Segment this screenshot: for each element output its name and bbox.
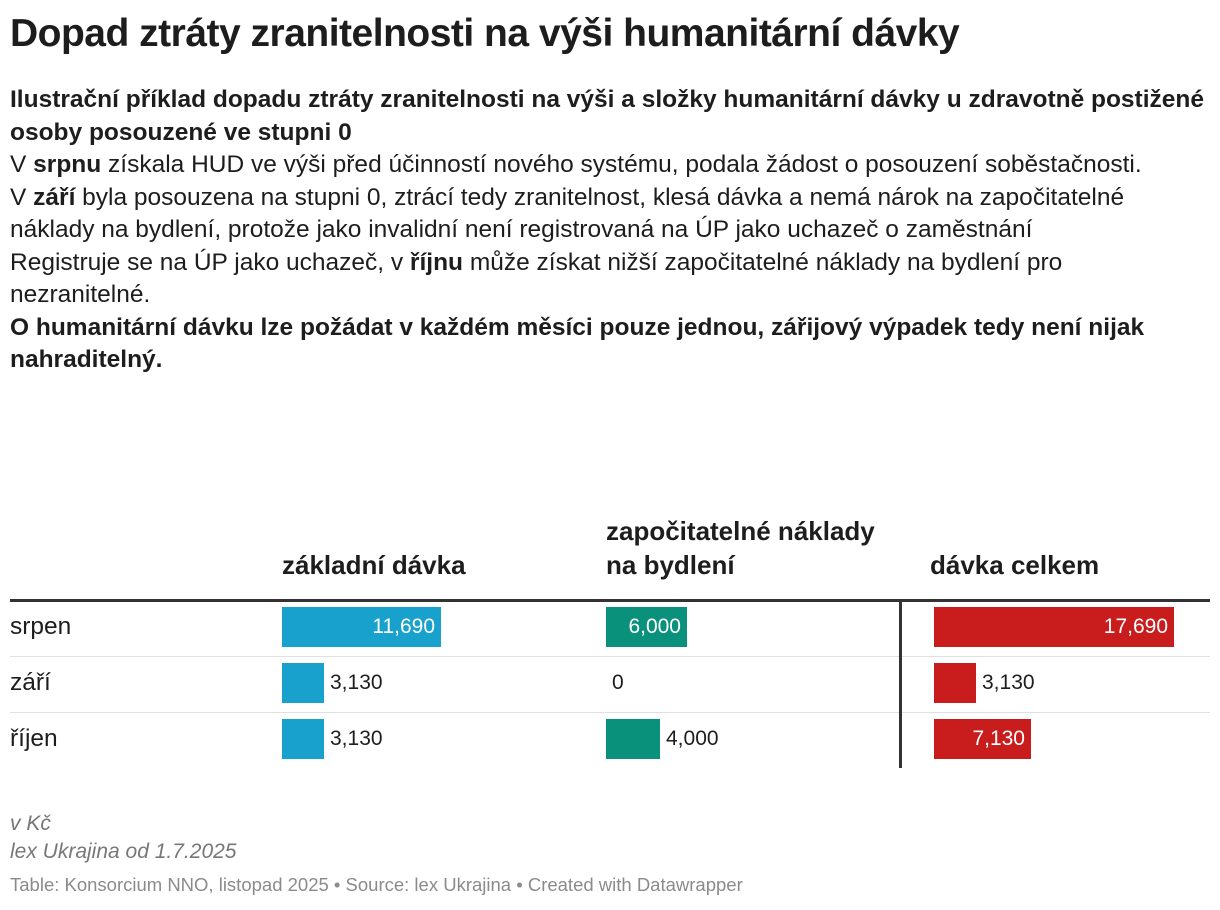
description-text: může získat nižší započitatelné náklady … xyxy=(10,248,1063,309)
row-separator xyxy=(10,656,1210,657)
value-label-davka-celkem: 17,690 xyxy=(1103,615,1168,638)
row-label: září xyxy=(10,669,51,696)
description-bold-text: srpnu xyxy=(33,151,102,178)
column-divider xyxy=(899,602,902,768)
bar-zakladni-davka xyxy=(282,719,324,759)
description-bold-text: O humanitární dávku lze požádat v každém… xyxy=(10,313,1145,374)
value-label-naklady-bydleni: 0 xyxy=(612,671,624,694)
value-label-zakladni-davka: 11,690 xyxy=(372,615,435,638)
value-label-davka-celkem: 7,130 xyxy=(972,727,1025,750)
value-label-zakladni-davka: 3,130 xyxy=(330,671,383,694)
description-bold-text: září xyxy=(33,183,76,211)
row-label: srpen xyxy=(10,613,72,640)
unit-note: v Kč xyxy=(10,812,51,835)
description-text: V xyxy=(10,183,34,211)
validity-note: lex Ukrajina od 1.7.2025 xyxy=(10,840,237,863)
chart-title: Dopad ztráty zranitelnosti na výši human… xyxy=(10,12,960,55)
description-text: Registruje se na ÚP jako uchazeč, v xyxy=(10,248,410,276)
description-paragraph: V srpnu získala HUD ve výši před účinnos… xyxy=(10,149,1205,182)
bar-zakladni-davka xyxy=(282,663,324,703)
description-bold-text: Ilustrační příklad dopadu ztráty zranite… xyxy=(10,86,1204,146)
bar-davka-celkem xyxy=(934,663,976,703)
bar-zakladni-davka xyxy=(282,607,441,647)
bar-naklady-bydleni xyxy=(606,607,687,647)
column-header-naklady-bydleni[interactable]: započitatelné náklady na bydlení xyxy=(606,516,875,580)
value-label-naklady-bydleni: 6,000 xyxy=(628,615,681,638)
bar-davka-celkem xyxy=(934,607,1174,647)
description-text: V xyxy=(10,151,34,178)
description-text: získala HUD ve výši před účinností novéh… xyxy=(101,151,1142,178)
description-paragraph: Registruje se na ÚP jako uchazeč, v říjn… xyxy=(10,247,1205,312)
column-header-zakladni-davka[interactable]: základní dávka xyxy=(282,550,466,580)
description-paragraph: O humanitární dávku lze požádat v každém… xyxy=(10,312,1205,377)
value-label-zakladni-davka: 3,130 xyxy=(330,727,383,750)
description-paragraph: V září byla posouzena na stupni 0, ztrác… xyxy=(10,182,1205,247)
chart-description: Ilustrační příklad dopadu ztráty zranite… xyxy=(10,84,1205,377)
value-label-naklady-bydleni: 4,000 xyxy=(666,727,719,750)
value-label-davka-celkem: 3,130 xyxy=(982,671,1035,694)
description-bold-text: říjnu xyxy=(409,248,464,276)
row-label: říjen xyxy=(10,725,58,752)
column-header-davka-celkem[interactable]: dávka celkem xyxy=(930,550,1100,580)
description-paragraph: Ilustrační příklad dopadu ztráty zranite… xyxy=(10,84,1205,149)
header-rule xyxy=(10,599,1210,602)
bar-davka-celkem xyxy=(934,719,1031,759)
row-separator xyxy=(10,712,1210,713)
bar-naklady-bydleni xyxy=(606,719,660,759)
source-line[interactable]: Table: Konsorcium NNO, listopad 2025 • S… xyxy=(10,874,743,895)
description-text: byla posouzena na stupni 0, ztrácí tedy … xyxy=(10,183,1125,244)
